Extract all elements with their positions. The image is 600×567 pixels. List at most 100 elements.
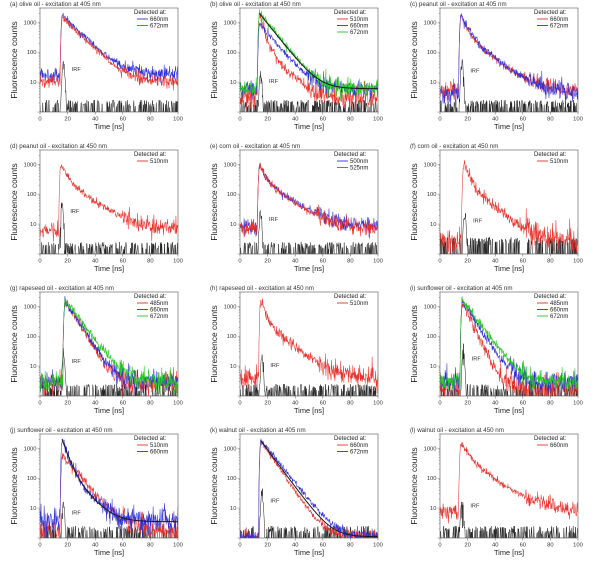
x-tick-label: 60 <box>520 401 526 407</box>
data-layer <box>40 12 178 112</box>
legend-title: Detected at: <box>534 294 567 300</box>
panel-l: (l) walnut oil - excitation at 450 nm Flu… <box>409 427 583 557</box>
x-tick-label: 100 <box>573 259 583 265</box>
plot-frame <box>239 7 379 113</box>
data-layer <box>240 298 378 396</box>
irf-label: IRF <box>72 359 82 365</box>
fit-curve <box>61 439 178 523</box>
irf-trace <box>440 501 578 538</box>
irf-trace <box>440 213 578 254</box>
panel-title: (a) olive oil - excitation at 405 nm <box>10 1 101 8</box>
x-tick-label: 20 <box>264 401 270 407</box>
x-tick-label: 60 <box>120 117 126 123</box>
x-tick-label: 100 <box>373 117 383 123</box>
y-tick-label: 1000 <box>24 446 37 452</box>
y-tick-label: 1000 <box>224 304 237 310</box>
y-tick-label: 10 <box>430 222 436 228</box>
y-tick-label: 10 <box>230 364 236 370</box>
plot-frame <box>39 149 179 255</box>
x-axis-label: Time [ns] <box>494 264 524 273</box>
legend-title: Detected at: <box>534 436 567 442</box>
y-axis-label: Fluorescence counts <box>409 447 419 524</box>
x-tick-label: 20 <box>264 259 270 265</box>
legend-entry-660nm: 660nm <box>550 308 568 314</box>
plot-frame <box>439 291 579 397</box>
x-tick-label: 40 <box>92 259 98 265</box>
x-tick-label: 100 <box>573 543 583 549</box>
x-tick-label: 100 <box>373 543 383 549</box>
legend-entry-510nm: 510nm <box>350 301 368 307</box>
y-tick-label: 100 <box>27 192 37 198</box>
y-tick-label: 100 <box>427 334 437 340</box>
x-tick-label: 60 <box>120 543 126 549</box>
fit-curve <box>258 12 378 90</box>
irf-label: IRF <box>470 504 480 510</box>
panel-title: (b) olive oil - excitation at 450 nm <box>210 1 301 8</box>
data-layer <box>240 438 378 538</box>
data-layer <box>240 162 378 254</box>
x-tick-label: 80 <box>547 543 553 549</box>
panel-title: (h) rapeseed oil - excitation at 450 nm <box>210 285 314 292</box>
x-tick-label: 60 <box>320 259 326 265</box>
irf-trace <box>240 488 378 538</box>
legend-entry-510nm: 510nm <box>150 443 168 449</box>
y-tick-label: 100 <box>27 334 37 340</box>
y-tick-label: 100 <box>227 334 237 340</box>
data-layer <box>40 164 178 254</box>
x-tick-label: 60 <box>320 543 326 549</box>
series-trace-672nm <box>40 17 178 91</box>
plot-frame <box>39 433 179 539</box>
x-axis-label: Time [ns] <box>494 406 524 415</box>
y-tick-label: 10 <box>430 80 436 86</box>
legend-entry-510nm: 510nm <box>350 17 368 23</box>
legend-title: Detected at: <box>334 294 367 300</box>
x-tick-label: 0 <box>438 117 441 123</box>
panel-h: (h) rapeseed oil - excitation at 450 nm F… <box>209 285 383 415</box>
panel-title: (l) walnut oil - excitation at 450 nm <box>410 427 504 434</box>
plot-frame <box>239 433 379 539</box>
y-tick-label: 100 <box>227 476 237 482</box>
data-layer <box>440 441 578 538</box>
x-tick-label: 60 <box>520 259 526 265</box>
data-layer <box>40 438 178 538</box>
x-tick-label: 0 <box>438 259 441 265</box>
x-tick-label: 100 <box>173 117 183 123</box>
y-tick-label: 10 <box>430 506 436 512</box>
x-axis-label: Time [ns] <box>294 406 324 415</box>
panel-title: (d) peanut oil - excitation at 450 nm <box>10 143 107 150</box>
x-axis-label: Time [ns] <box>294 548 324 557</box>
series-trace-660nm <box>440 441 578 524</box>
x-tick-label: 80 <box>147 543 153 549</box>
plot-frame <box>239 149 379 255</box>
irf-label: IRF <box>70 209 80 215</box>
legend-entry-660nm: 660nm <box>150 17 168 23</box>
y-tick-label: 1000 <box>424 162 437 168</box>
x-tick-label: 40 <box>92 543 98 549</box>
y-axis-label: Fluorescence counts <box>9 163 19 240</box>
series-trace-510nm <box>440 160 578 254</box>
x-axis-label: Time [ns] <box>94 406 124 415</box>
x-tick-label: 80 <box>547 401 553 407</box>
x-axis-label: Time [ns] <box>94 264 124 273</box>
y-axis-label: Fluorescence counts <box>209 447 219 524</box>
x-axis-label: Time [ns] <box>494 548 524 557</box>
legend-entry-500nm: 500nm <box>350 159 368 165</box>
y-axis-label: Fluorescence counts <box>409 21 419 98</box>
data-layer <box>40 296 178 396</box>
x-tick-label: 100 <box>173 259 183 265</box>
legend-entry-660nm: 660nm <box>150 450 168 456</box>
data-layer <box>440 296 578 396</box>
legend-title: Detected at: <box>134 152 167 158</box>
legend-entry-660nm: 660nm <box>550 443 568 449</box>
y-tick-label: 10 <box>230 80 236 86</box>
legend-title: Detected at: <box>334 436 367 442</box>
series-trace-660nm <box>440 296 578 395</box>
legend-entry-660nm: 660nm <box>150 308 168 314</box>
x-axis-label: Time [ns] <box>494 122 524 131</box>
x-tick-label: 0 <box>238 117 241 123</box>
irf-trace <box>40 61 178 112</box>
x-tick-label: 80 <box>347 259 353 265</box>
x-tick-label: 100 <box>373 401 383 407</box>
x-tick-label: 80 <box>347 401 353 407</box>
